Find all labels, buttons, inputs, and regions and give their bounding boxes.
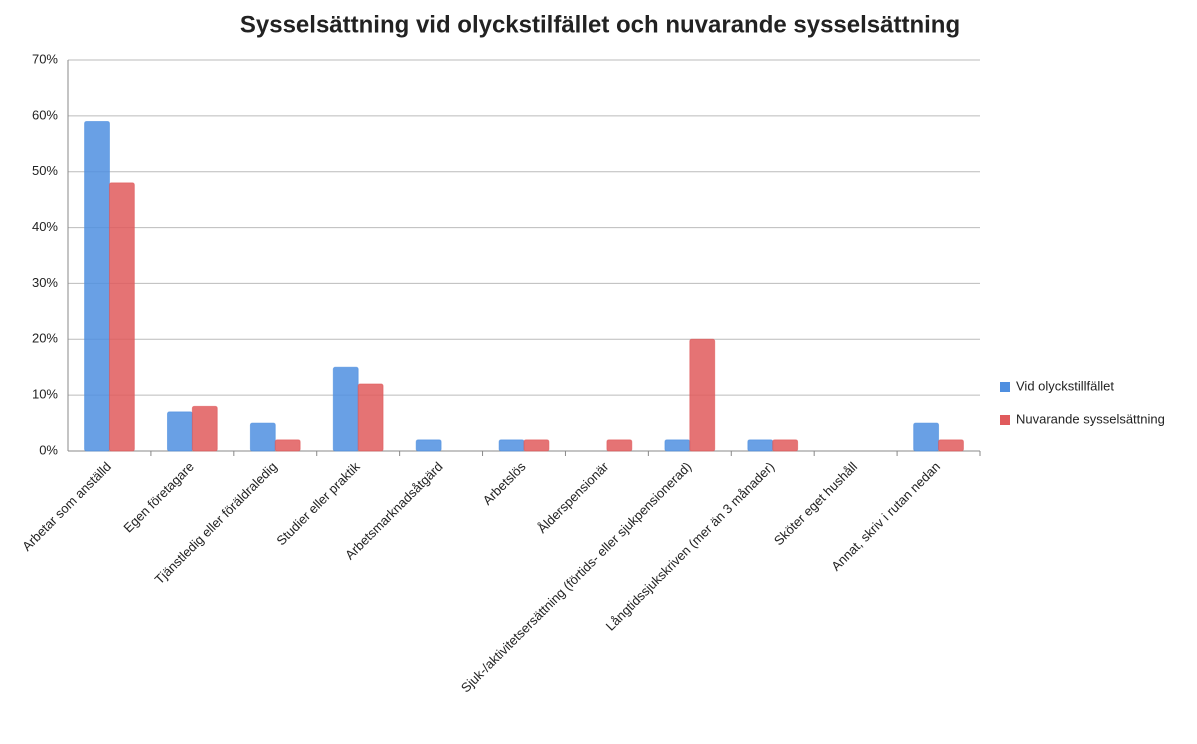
- x-tick-label: Ålderspensionär: [534, 458, 612, 536]
- x-tick-label: Studier eller praktik: [273, 459, 363, 549]
- legend-swatch: [1000, 415, 1010, 425]
- y-tick-label: 10%: [32, 387, 58, 402]
- bar: [108, 182, 135, 452]
- legend-label: Nuvarande sysselsättning: [1016, 411, 1165, 426]
- x-tick-label: Arbetar som anställd: [19, 459, 114, 554]
- y-tick-label: 20%: [32, 331, 58, 346]
- legend-swatch: [1000, 382, 1010, 392]
- bar: [913, 422, 940, 452]
- x-tick-label: Sköter eget hushåll: [771, 459, 860, 548]
- bar: [249, 422, 276, 452]
- bar: [664, 439, 691, 452]
- x-tick-label: Långtidssjukskriven (mer än 3 månader): [603, 459, 778, 634]
- bar: [689, 338, 716, 452]
- bar: [747, 439, 774, 452]
- y-tick-label: 70%: [32, 51, 58, 66]
- bar: [191, 405, 218, 452]
- bar: [166, 411, 193, 452]
- bar: [332, 366, 359, 452]
- y-tick-label: 40%: [32, 219, 58, 234]
- y-tick-label: 60%: [32, 107, 58, 122]
- x-tick-label: Egen företagare: [120, 459, 197, 536]
- y-tick-label: 0%: [39, 442, 58, 457]
- bar: [938, 439, 964, 452]
- x-tick-label: Arbetslös: [480, 459, 529, 508]
- bar: [523, 439, 550, 452]
- chart-title: Sysselsättning vid olyckstilfället och n…: [240, 11, 960, 38]
- bar: [498, 439, 525, 452]
- bar: [274, 439, 301, 452]
- legend-label: Vid olyckstillfället: [1016, 378, 1114, 393]
- bar: [772, 439, 799, 452]
- bar: [606, 439, 633, 452]
- y-tick-label: 50%: [32, 163, 58, 178]
- bar: [84, 120, 110, 452]
- bar: [357, 383, 384, 452]
- bar: [415, 439, 442, 452]
- y-tick-label: 30%: [32, 275, 58, 290]
